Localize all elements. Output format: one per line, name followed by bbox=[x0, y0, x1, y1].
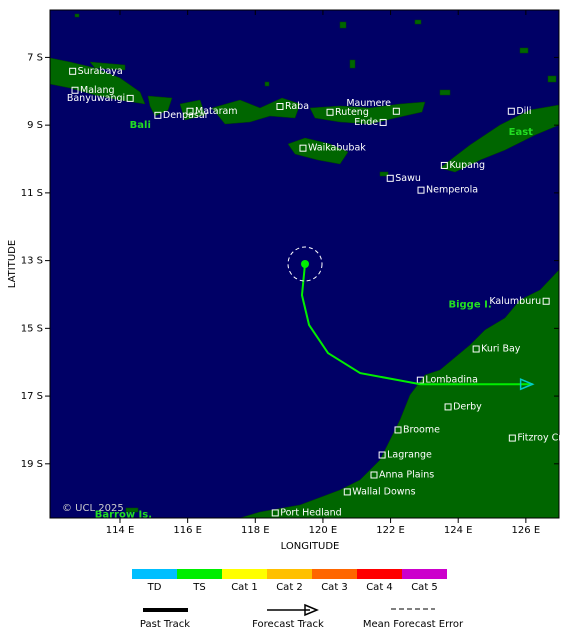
place-marker bbox=[276, 103, 284, 111]
place-marker bbox=[343, 488, 351, 496]
legend-label: Cat 1 bbox=[231, 582, 258, 593]
x-tick-label: 118 E bbox=[241, 525, 270, 536]
place-marker bbox=[71, 86, 79, 94]
y-tick-label: 11 S bbox=[21, 188, 43, 199]
x-tick-label: 120 E bbox=[309, 525, 338, 536]
storm-position bbox=[301, 260, 310, 268]
legend-swatch bbox=[312, 569, 357, 579]
legend-swatch bbox=[132, 569, 177, 579]
place-marker bbox=[507, 107, 515, 115]
legend-swatch bbox=[402, 569, 447, 579]
place-marker bbox=[69, 67, 77, 75]
place-label: Kuri Bay bbox=[481, 344, 521, 355]
place-marker bbox=[417, 186, 425, 194]
y-tick-label: 19 S bbox=[21, 459, 43, 470]
legend-line-label: Mean Forecast Error bbox=[363, 619, 464, 630]
place-marker bbox=[154, 111, 162, 119]
place-label: Mataram bbox=[195, 106, 238, 117]
place-label: Raba bbox=[285, 101, 309, 112]
place-label: Nemperola bbox=[426, 185, 478, 196]
region-label: Barrow Is. bbox=[95, 510, 152, 521]
x-tick-label: 126 E bbox=[512, 525, 541, 536]
forecast-arrow-symbol bbox=[304, 603, 319, 617]
place-label: Wallal Downs bbox=[352, 486, 415, 497]
y-tick-label: 15 S bbox=[21, 323, 43, 334]
legend-line-label: Forecast Track bbox=[252, 619, 324, 630]
place-label: Anna Plains bbox=[379, 469, 434, 480]
legend-swatch bbox=[222, 569, 267, 579]
place-marker bbox=[379, 118, 387, 126]
place-label: Surabaya bbox=[78, 66, 123, 77]
place-label: Derby bbox=[453, 401, 482, 412]
legend-label: TS bbox=[192, 582, 205, 593]
x-axis-title: LONGITUDE bbox=[281, 541, 340, 552]
place-label: Kupang bbox=[449, 160, 485, 171]
legend-swatch bbox=[177, 569, 222, 579]
place-marker bbox=[126, 94, 134, 102]
place-label: Ruteng bbox=[335, 107, 369, 118]
place-label: Broome bbox=[403, 424, 440, 435]
region-label: East bbox=[509, 127, 534, 138]
place-label: Lombadina bbox=[425, 375, 478, 386]
legend-swatch bbox=[357, 569, 402, 579]
place-marker bbox=[542, 297, 550, 305]
legend-label: Cat 2 bbox=[276, 582, 303, 593]
place-label: Lagrange bbox=[387, 450, 432, 461]
place-label: Malang bbox=[80, 85, 115, 96]
x-tick-label: 114 E bbox=[106, 525, 135, 536]
place-label: Waikabubak bbox=[308, 143, 366, 154]
place-marker bbox=[271, 509, 279, 517]
place-label: Denpasar bbox=[163, 110, 209, 121]
y-tick-label: 9 S bbox=[27, 120, 43, 131]
place-label: Banyuwangi bbox=[67, 93, 125, 104]
track-arrow bbox=[519, 378, 535, 391]
legend-label: TD bbox=[147, 582, 162, 593]
place-label: Ende bbox=[354, 117, 378, 128]
place-label: Kalumburu bbox=[489, 296, 541, 307]
y-tick-label: 17 S bbox=[21, 391, 43, 402]
place-label: Fitzroy Crossing bbox=[517, 433, 580, 444]
error-circle bbox=[287, 246, 323, 282]
x-tick-label: 116 E bbox=[173, 525, 202, 536]
place-marker bbox=[440, 161, 448, 169]
place-marker bbox=[186, 107, 194, 115]
place-marker bbox=[326, 108, 334, 116]
x-tick-label: 122 E bbox=[376, 525, 405, 536]
legend-label: Cat 4 bbox=[366, 582, 393, 593]
place-marker bbox=[299, 144, 307, 152]
legend-label: Cat 5 bbox=[411, 582, 438, 593]
copyright: © UCL 2025 bbox=[62, 503, 124, 514]
place-marker bbox=[508, 434, 516, 442]
place-marker bbox=[378, 451, 386, 459]
land bbox=[49, 13, 560, 519]
y-axis-title: LATITUDE bbox=[7, 240, 18, 288]
place-marker bbox=[370, 471, 378, 479]
legend-swatch bbox=[267, 569, 312, 579]
map-frame bbox=[49, 9, 560, 519]
x-tick-label: 124 E bbox=[444, 525, 473, 536]
legend-line-label: Past Track bbox=[140, 619, 190, 630]
place-marker bbox=[472, 345, 480, 353]
place-label: Port Hedland bbox=[280, 507, 341, 518]
region-label: Bigge I. bbox=[448, 300, 491, 311]
place-marker bbox=[394, 426, 402, 434]
y-tick-label: 7 S bbox=[27, 52, 43, 63]
forecast-track bbox=[300, 263, 533, 386]
place-marker bbox=[392, 107, 400, 115]
place-label: Maumere bbox=[346, 98, 391, 109]
place-label: Dili bbox=[516, 106, 531, 117]
place-marker bbox=[444, 403, 452, 411]
place-label: Sawu bbox=[395, 173, 421, 184]
region-label: Bali bbox=[130, 120, 151, 131]
place-marker bbox=[416, 376, 424, 384]
place-marker bbox=[386, 174, 394, 182]
y-tick-label: 13 S bbox=[21, 256, 43, 267]
legend-label: Cat 3 bbox=[321, 582, 348, 593]
